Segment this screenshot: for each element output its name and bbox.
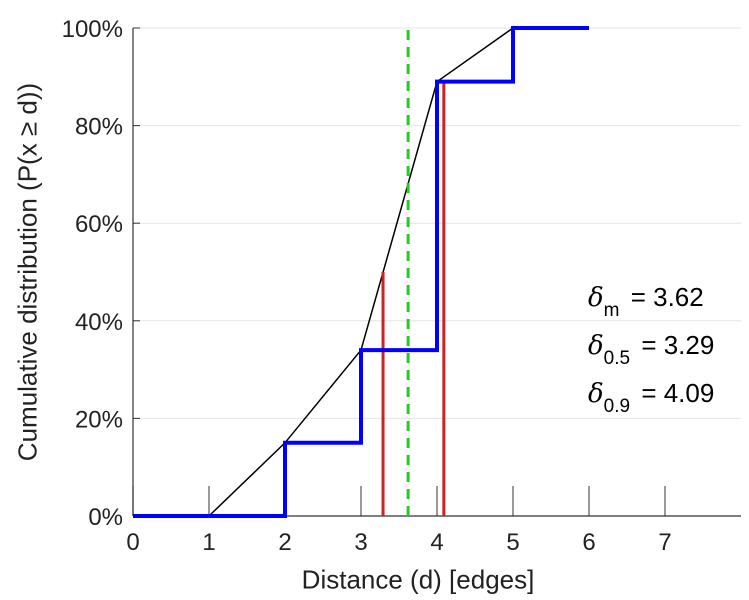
y-tick-label: 80%	[75, 114, 123, 141]
x-tick-label: 1	[202, 529, 215, 556]
cdf-step-line	[133, 26, 589, 518]
stat-value: = 4.09	[641, 378, 715, 408]
y-tick-label: 40%	[75, 309, 123, 336]
y-tick-label: 0%	[88, 504, 123, 531]
y-tick-label: 60%	[75, 211, 123, 238]
y-tick-label: 20%	[75, 406, 123, 433]
stat-value: = 3.62	[630, 282, 704, 312]
stat-symbol: δ	[588, 283, 604, 313]
stat-subscript: 0.9	[603, 396, 631, 417]
x-tick-label: 3	[354, 529, 367, 556]
x-axis-label: Distance (d) [edges]	[301, 564, 535, 595]
stat-median: δ0.5 = 3.29	[588, 330, 714, 378]
stat-mean: δm = 3.62	[588, 282, 714, 330]
x-tick-label: 6	[582, 529, 595, 556]
stat-symbol: δ	[588, 331, 604, 361]
y-tick-label: 100%	[62, 16, 123, 43]
x-tick-label: 0	[126, 529, 139, 556]
stat-symbol: δ	[588, 379, 604, 409]
x-tick-label: 4	[430, 529, 443, 556]
stat-subscript: 0.5	[603, 348, 631, 369]
x-tick-label: 7	[658, 529, 671, 556]
stat-subscript: m	[603, 300, 620, 321]
x-tick-label: 2	[278, 529, 291, 556]
stat-p90: δ0.9 = 4.09	[588, 378, 714, 426]
x-tick-label: 5	[506, 529, 519, 556]
y-axis-label: Cumulative distribution (P(x ≥ d))	[12, 82, 43, 462]
stat-value: = 3.29	[641, 330, 715, 360]
stats-annotation: δm = 3.62 δ0.5 = 3.29 δ0.9 = 4.09	[588, 282, 714, 426]
